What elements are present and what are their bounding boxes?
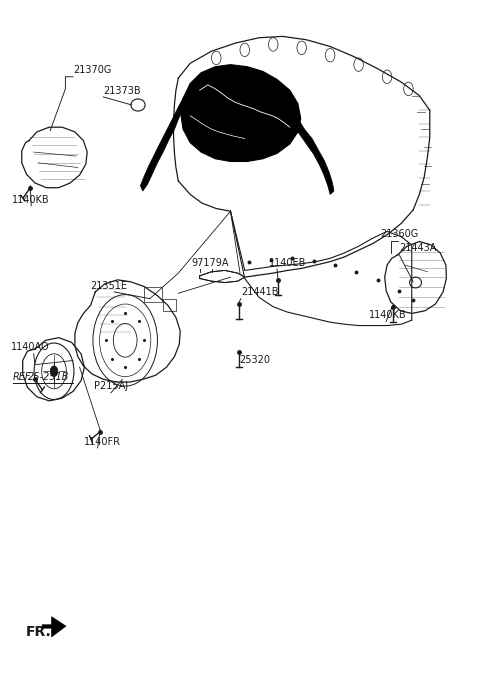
Bar — [144, 287, 162, 302]
Text: 21351E: 21351E — [91, 281, 128, 291]
Text: 25320: 25320 — [239, 355, 270, 365]
Text: 21443A: 21443A — [399, 243, 436, 253]
Circle shape — [50, 366, 58, 377]
Text: 21370G: 21370G — [73, 64, 111, 75]
Text: 21373B: 21373B — [103, 85, 141, 96]
Text: 1140FR: 1140FR — [84, 437, 121, 447]
Text: REF.: REF. — [13, 372, 34, 382]
Text: FR.: FR. — [25, 624, 51, 639]
Text: 97179A: 97179A — [192, 258, 229, 268]
Polygon shape — [42, 617, 66, 637]
Bar — [163, 298, 177, 311]
Polygon shape — [180, 64, 301, 161]
Text: 21360G: 21360G — [380, 229, 418, 239]
Polygon shape — [200, 271, 245, 283]
Text: 21441B: 21441B — [241, 287, 278, 298]
Polygon shape — [140, 98, 188, 191]
Text: 25-251B: 25-251B — [28, 372, 70, 382]
Text: 1140AO: 1140AO — [12, 342, 50, 353]
Text: P215AJ: P215AJ — [94, 382, 128, 391]
Polygon shape — [298, 119, 334, 195]
Text: 1140KB: 1140KB — [12, 195, 50, 205]
Text: 1140EB: 1140EB — [269, 258, 307, 268]
Text: 1140KB: 1140KB — [369, 310, 407, 320]
